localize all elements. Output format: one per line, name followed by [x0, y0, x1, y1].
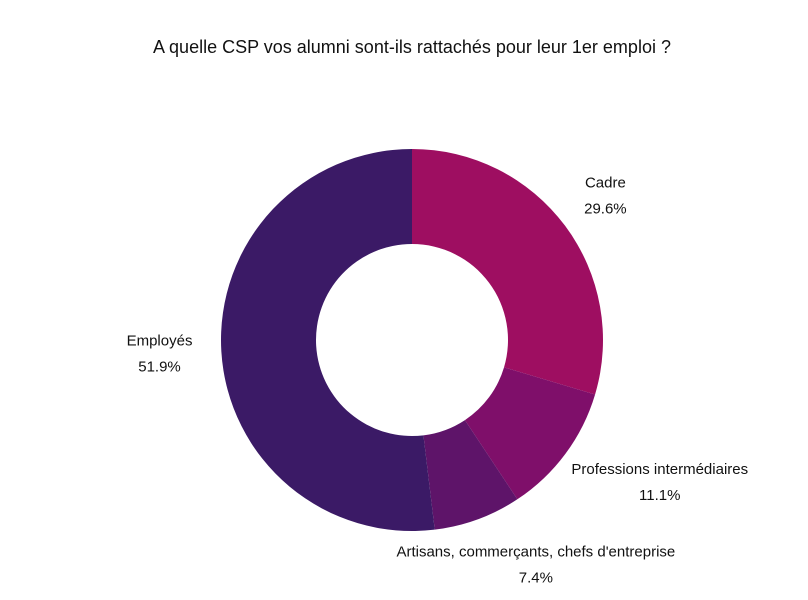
- slice-label: Cadre: [585, 174, 626, 191]
- donut-slice: [423, 420, 518, 530]
- slice-value-label: 29.6%: [584, 200, 627, 217]
- slice-label: Professions intermédiaires: [571, 461, 748, 478]
- slice-label: Artisans, commerçants, chefs d'entrepris…: [396, 543, 675, 560]
- donut-slice: [464, 367, 596, 500]
- donut-slice: [221, 149, 435, 531]
- slice-value-label: 11.1%: [639, 487, 680, 504]
- slice-value-label: 7.4%: [519, 569, 553, 586]
- chart-title: A quelle CSP vos alumni sont-ils rattach…: [153, 37, 671, 57]
- slice-label: Employés: [127, 332, 193, 349]
- slice-value-label: 51.9%: [138, 358, 181, 375]
- donut-slice: [412, 149, 603, 395]
